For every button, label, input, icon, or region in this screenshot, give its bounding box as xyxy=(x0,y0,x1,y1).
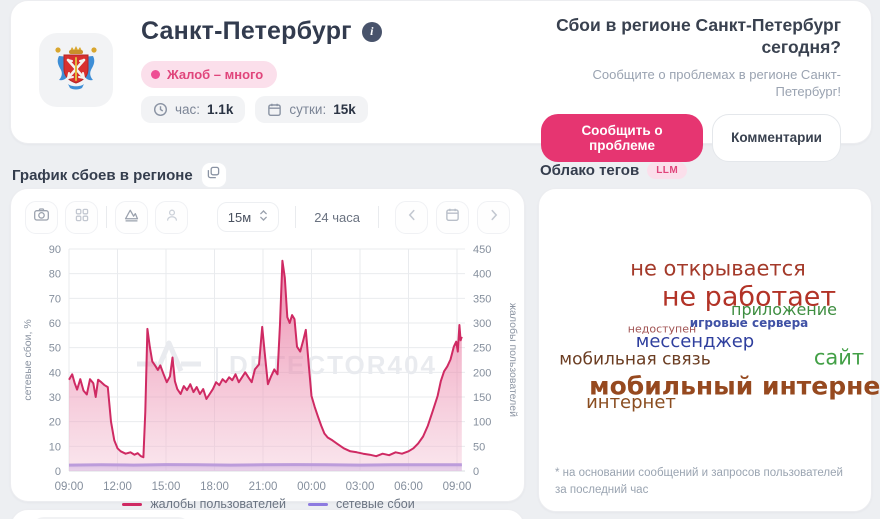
legend-complaints[interactable]: жалобы пользователей xyxy=(122,497,286,511)
report-problem-button[interactable]: Сообщить о проблеме xyxy=(541,113,704,162)
chart-toolbar: 15м 24 часа xyxy=(25,200,510,234)
area-chart-icon xyxy=(123,206,140,228)
stat-day: сутки: 15k xyxy=(255,96,368,123)
screenshot-button[interactable] xyxy=(25,200,58,234)
svg-text:0: 0 xyxy=(473,466,479,478)
tag-word: не работает xyxy=(661,281,837,313)
svg-text:80: 80 xyxy=(49,269,61,281)
svg-text:21:00: 21:00 xyxy=(249,481,278,493)
outage-chart-canvas[interactable]: DETECTOR40401020304050607080900501001502… xyxy=(17,239,520,497)
svg-text:0: 0 xyxy=(55,466,61,478)
svg-text:12:00: 12:00 xyxy=(103,481,132,493)
stats-row: час: 1.1k сутки: 15k xyxy=(141,96,368,123)
next-period-button[interactable] xyxy=(477,200,510,234)
svg-text:60: 60 xyxy=(49,318,61,330)
copy-chart-button[interactable] xyxy=(200,162,227,188)
svg-text:250: 250 xyxy=(473,343,491,355)
toolbar-divider xyxy=(106,206,107,228)
svg-text:09:00: 09:00 xyxy=(55,481,84,493)
chart-section-title: График сбоев в регионе xyxy=(12,166,193,184)
comments-button[interactable]: Комментарии xyxy=(712,113,841,162)
tag-word: не открывается xyxy=(630,256,806,281)
tag-cloud-card: не открывается не работает приложение игров… xyxy=(538,188,880,512)
grid-view-button[interactable] xyxy=(65,200,98,234)
spb-coat-of-arms-icon xyxy=(50,42,102,99)
svg-text:15:00: 15:00 xyxy=(152,481,181,493)
svg-text:100: 100 xyxy=(473,417,491,429)
svg-text:00:00: 00:00 xyxy=(297,481,326,493)
camera-icon xyxy=(33,206,50,228)
calendar-icon xyxy=(267,102,282,117)
user-view-button[interactable] xyxy=(155,200,188,234)
interval-select[interactable]: 15м xyxy=(216,202,280,232)
svg-text:70: 70 xyxy=(49,293,61,305)
svg-text:40: 40 xyxy=(49,367,61,379)
chart-card: 15м 24 часа xyxy=(10,188,525,511)
report-heading: Сбои в регионе Санкт-Петербург сегодня? xyxy=(556,15,841,57)
svg-text:90: 90 xyxy=(49,244,61,256)
svg-text:сетевые сбои, %: сетевые сбои, % xyxy=(22,319,34,400)
cloud-section-title: Облако тегов xyxy=(540,162,640,179)
svg-text:30: 30 xyxy=(49,392,61,404)
svg-text:10: 10 xyxy=(49,441,61,453)
stat-day-value: 15k xyxy=(333,102,356,117)
toolbar-divider xyxy=(378,206,379,228)
svg-text:50: 50 xyxy=(49,343,61,355)
tag-word: мобильная связь xyxy=(559,349,711,370)
region-header-card: Санкт-Петербург i Жалоб – много час: 1.1… xyxy=(10,0,872,162)
distribution-chart-button[interactable] xyxy=(115,200,148,234)
legend-dash-icon xyxy=(307,502,328,506)
legend-network[interactable]: сетевые сбои xyxy=(307,497,415,511)
svg-text:50: 50 xyxy=(473,441,485,453)
legend-dash-icon xyxy=(122,502,143,506)
svg-text:150: 150 xyxy=(473,392,491,404)
tag-word: мобильный интернет xyxy=(589,371,880,401)
status-dot-icon xyxy=(151,70,160,79)
stat-hour: час: 1.1k xyxy=(141,96,246,123)
chevron-right-icon xyxy=(487,208,501,227)
svg-text:09:00: 09:00 xyxy=(443,481,472,493)
range-label: 24 часа xyxy=(314,209,360,225)
region-crest xyxy=(39,33,113,107)
clock-icon xyxy=(153,102,168,117)
svg-text:300: 300 xyxy=(473,318,491,330)
svg-text:20: 20 xyxy=(49,417,61,429)
chevron-left-icon xyxy=(405,208,419,227)
svg-text:350: 350 xyxy=(473,293,491,305)
grid-icon xyxy=(74,207,90,228)
toolbar-divider xyxy=(295,206,297,228)
select-carets-icon xyxy=(259,209,268,225)
pick-date-button[interactable] xyxy=(436,200,469,234)
report-subtext: Сообщите о проблемах в регионе Санкт-Пет… xyxy=(592,66,842,100)
svg-text:400: 400 xyxy=(473,269,491,281)
cloud-footnote: * на основании сообщений и запросов поль… xyxy=(555,466,843,496)
svg-text:жалобы пользователей: жалобы пользователей xyxy=(507,303,519,417)
copy-icon xyxy=(207,166,220,184)
info-icon[interactable]: i xyxy=(361,21,382,42)
user-icon xyxy=(164,207,180,228)
calendar-icon xyxy=(445,207,460,227)
tag-word: игровые сервера xyxy=(689,316,809,330)
stat-hour-value: 1.1k xyxy=(207,102,234,117)
svg-text:03:00: 03:00 xyxy=(346,481,375,493)
svg-text:18:00: 18:00 xyxy=(200,481,229,493)
llm-badge: LLM xyxy=(647,162,688,179)
tag-word: мессенджер xyxy=(635,331,755,352)
tag-word: интернет xyxy=(586,392,676,413)
chart-legend: жалобы пользователей сетевые сбои xyxy=(11,497,526,511)
tag-word: приложение xyxy=(731,300,837,319)
svg-text:200: 200 xyxy=(473,367,491,379)
next-section-placeholder xyxy=(31,517,191,519)
tag-word: недоступен xyxy=(627,322,697,336)
next-section-card xyxy=(10,509,525,519)
svg-text:06:00: 06:00 xyxy=(394,481,423,493)
page-title: Санкт-Петербург xyxy=(141,17,352,45)
tag-word: сайт xyxy=(813,345,865,370)
prev-period-button[interactable] xyxy=(395,200,428,234)
svg-text:450: 450 xyxy=(473,244,491,256)
status-badge: Жалоб – много xyxy=(141,61,278,88)
